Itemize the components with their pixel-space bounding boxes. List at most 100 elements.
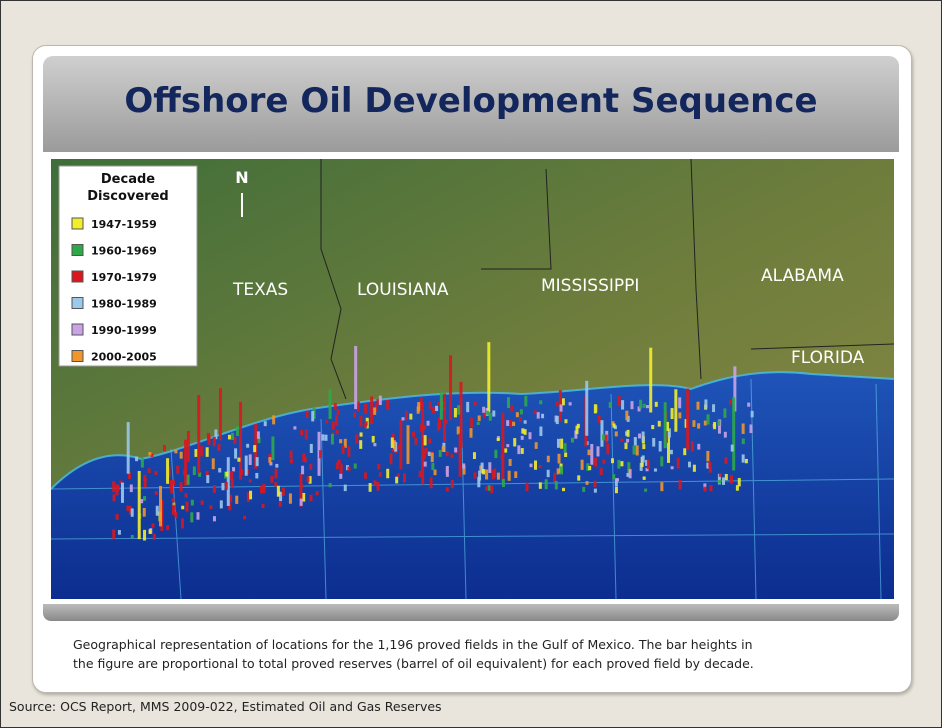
field-bar — [667, 428, 671, 438]
field-bar — [614, 478, 618, 487]
field-bar — [278, 502, 282, 507]
field-bar — [441, 446, 445, 452]
field-bar — [450, 479, 454, 489]
field-bar — [423, 461, 427, 467]
field-bar — [403, 473, 407, 483]
field-bar — [703, 483, 707, 489]
field-bar — [200, 446, 204, 457]
field-bar — [162, 445, 166, 452]
field-bar — [129, 484, 133, 493]
field-bar — [206, 474, 210, 484]
field-bar — [347, 446, 351, 457]
field-bar — [190, 499, 194, 506]
field-bar — [487, 342, 491, 413]
field-bar — [639, 399, 643, 409]
field-bar — [190, 512, 194, 523]
field-bar — [729, 399, 733, 405]
field-bar — [127, 472, 131, 479]
field-bar — [128, 505, 132, 515]
field-bar — [653, 468, 657, 472]
field-bar — [445, 487, 449, 492]
field-bar — [289, 450, 293, 458]
field-bar — [391, 448, 395, 452]
field-bar — [243, 515, 247, 520]
field-bar — [433, 469, 437, 476]
field-bar — [718, 473, 722, 477]
field-bar — [112, 529, 116, 539]
field-bar — [288, 493, 292, 504]
field-bar — [723, 408, 727, 418]
field-bar — [539, 426, 543, 436]
field-bar — [504, 448, 508, 453]
field-bar — [517, 445, 521, 455]
field-bar — [219, 500, 223, 509]
field-bar — [747, 402, 751, 407]
field-bar — [155, 505, 159, 516]
field-bar — [490, 485, 494, 494]
field-bar — [602, 459, 606, 464]
field-bar — [333, 403, 337, 410]
field-bar — [142, 507, 146, 517]
legend: Decade Discovered 1947-1959 1960-1969 1970-1… — [71, 172, 169, 364]
field-bar — [274, 482, 278, 487]
field-bar — [386, 400, 390, 411]
field-bar — [533, 410, 537, 415]
field-bar — [590, 443, 594, 465]
caption-line: the figure are proportional to total pro… — [73, 656, 754, 671]
field-bar — [724, 457, 728, 464]
field-bar — [667, 431, 671, 463]
field-bar — [253, 445, 257, 453]
legend-label: 2000-2005 — [91, 351, 157, 364]
legend-swatch — [71, 217, 84, 230]
field-bar — [235, 426, 239, 436]
field-bar — [309, 463, 313, 470]
field-bar — [518, 417, 522, 423]
field-bar — [197, 395, 201, 474]
field-bar — [473, 401, 477, 406]
field-bar — [462, 465, 466, 475]
field-bar — [633, 437, 637, 446]
field-bar — [140, 499, 144, 504]
field-bar — [269, 461, 273, 466]
field-bar — [437, 421, 441, 431]
field-bar — [244, 455, 248, 476]
field-bar — [692, 420, 696, 427]
field-bar — [260, 485, 264, 494]
state-label: FLORIDA — [791, 348, 865, 368]
field-bar — [626, 438, 630, 443]
field-bar — [217, 443, 221, 451]
field-bar — [488, 413, 492, 421]
field-bar — [115, 513, 119, 520]
field-bar — [580, 459, 584, 470]
field-bar — [205, 470, 209, 476]
field-bar — [717, 473, 721, 485]
field-bar — [568, 402, 572, 406]
field-bar — [560, 466, 564, 475]
field-bar — [370, 396, 374, 425]
field-bar — [546, 469, 550, 478]
field-bar — [472, 452, 476, 459]
legend-label: 1960-1969 — [91, 245, 157, 258]
field-bar — [343, 438, 347, 448]
field-bar — [669, 449, 673, 455]
field-bar — [459, 381, 463, 448]
field-bar — [409, 413, 413, 420]
field-bar — [293, 426, 297, 430]
field-bar — [507, 470, 511, 481]
field-bar — [521, 428, 525, 434]
field-bar — [229, 494, 233, 503]
field-bar — [299, 473, 303, 507]
field-bar — [376, 399, 380, 405]
field-bar — [482, 412, 486, 418]
field-bar — [354, 345, 358, 410]
field-bar — [341, 445, 345, 455]
field-bar — [652, 438, 656, 447]
field-bar — [414, 437, 418, 445]
field-bar — [418, 470, 422, 478]
field-bar — [477, 415, 481, 421]
field-bar — [325, 420, 329, 424]
field-bar — [399, 419, 403, 470]
field-bar — [439, 391, 443, 420]
field-bar — [525, 482, 529, 492]
